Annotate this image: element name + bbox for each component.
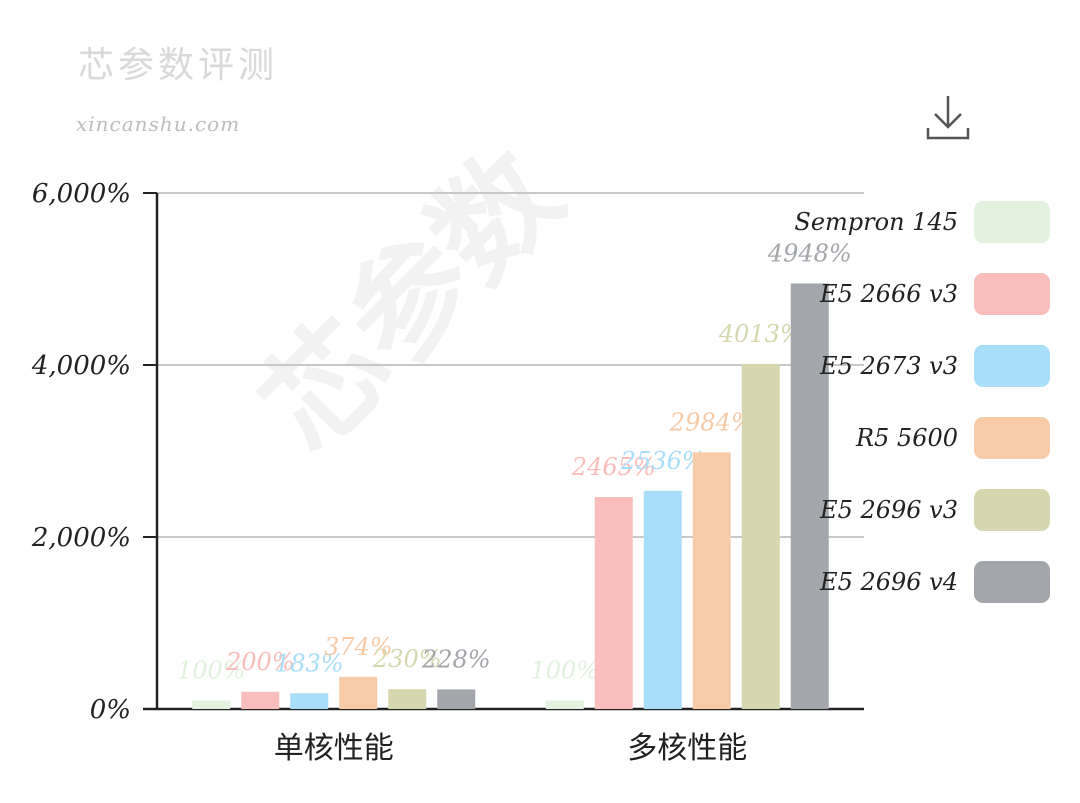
download-icon[interactable] <box>922 92 974 144</box>
data-label: 183% <box>275 649 344 677</box>
legend-item[interactable]: E5 2666 v3 <box>820 272 1050 316</box>
data-label: 2536% <box>620 447 705 475</box>
legend-item[interactable]: E5 2696 v3 <box>820 488 1050 532</box>
bar <box>241 691 280 709</box>
bar <box>741 363 780 709</box>
legend-item[interactable]: R5 5600 <box>856 416 1050 460</box>
legend-label: R5 5600 <box>855 424 958 452</box>
legend-item[interactable]: E5 2696 v4 <box>820 560 1050 604</box>
legend-label: Sempron 145 <box>794 208 958 236</box>
legend-label: E5 2673 v3 <box>820 352 958 380</box>
bar <box>388 689 427 709</box>
data-label: 100% <box>177 656 246 684</box>
legend-swatch <box>974 489 1050 531</box>
legend-label: E5 2666 v3 <box>820 280 958 308</box>
data-label: 228% <box>421 645 491 673</box>
bar <box>339 676 378 709</box>
data-label: 2984% <box>669 408 754 436</box>
y-tick-label: 4,000% <box>31 351 131 381</box>
bar <box>594 497 633 709</box>
data-label: 100% <box>530 656 599 684</box>
legend-item[interactable]: Sempron 145 <box>794 200 1050 244</box>
legend-swatch <box>974 345 1050 387</box>
y-tick-label: 0% <box>90 695 131 725</box>
legend-swatch <box>974 417 1050 459</box>
bar <box>192 700 231 709</box>
data-label: 200% <box>225 648 295 676</box>
data-label: 4948% <box>767 239 852 267</box>
brand-title: 芯参数评测 <box>78 45 279 86</box>
data-label: 4013% <box>718 320 803 348</box>
data-label: 2465% <box>571 453 656 481</box>
bar <box>692 452 731 709</box>
bar <box>545 700 584 709</box>
legend-swatch <box>974 273 1050 315</box>
bar <box>290 693 329 709</box>
bar <box>790 283 829 709</box>
legend-swatch <box>974 201 1050 243</box>
legend-label: E5 2696 v3 <box>820 496 958 524</box>
data-label: 230% <box>372 645 442 673</box>
y-tick-label: 2,000% <box>31 523 131 553</box>
bar <box>643 490 682 709</box>
legend-label: E5 2696 v4 <box>820 568 958 596</box>
x-tick-label: 单核性能 <box>274 731 394 766</box>
x-tick-label: 多核性能 <box>627 731 747 766</box>
y-tick-label: 6,000% <box>32 179 131 209</box>
bar <box>437 689 476 709</box>
legend-item[interactable]: E5 2673 v3 <box>820 344 1050 388</box>
brand-url: xincanshu.com <box>76 112 241 136</box>
watermark: 芯参数 <box>234 124 588 478</box>
data-label: 374% <box>324 633 393 661</box>
legend-swatch <box>974 561 1050 603</box>
